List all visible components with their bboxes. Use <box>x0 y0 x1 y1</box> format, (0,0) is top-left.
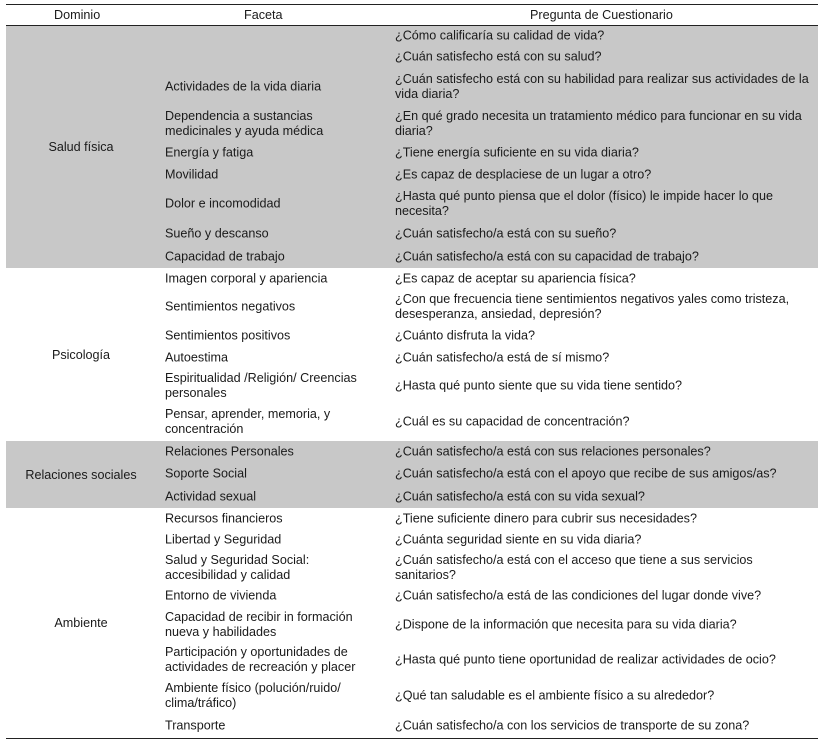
table-row: Dolor e incomodidad ¿Hasta qué punto pien… <box>6 186 818 222</box>
table-body: Salud física ¿Cómo calificaría su calidad… <box>6 26 818 738</box>
question-cell: ¿Con que frecuencia tiene sentimientos n… <box>395 292 790 321</box>
table-row: ¿Cuán satisfecho está con su salud? <box>6 46 818 68</box>
table-row: Movilidad ¿Es capaz de desplaciese de un … <box>6 164 818 186</box>
table-row: Capacidad de trabajo ¿Cuán satisfecho/a e… <box>6 245 818 268</box>
question-cell: ¿Cuán satisfecho está con su habilidad p… <box>395 71 809 101</box>
facet-cell: Participación y oportunidades de activid… <box>165 645 356 674</box>
question-cell: ¿Cuán satisfecho/a está de sí mismo? <box>395 350 610 364</box>
table-row: Sentimientos positivos ¿Cuánto disfruta l… <box>6 325 818 347</box>
table-row: Imagen corporal y apariencia ¿Es capaz de… <box>6 268 818 289</box>
domain-group: Salud física ¿Cómo calificaría su calidad… <box>6 26 818 268</box>
question-cell: ¿Cuán satisfecho está con su salud? <box>395 49 602 64</box>
table-row: Actividad sexual ¿Cuán satisfecho/a está … <box>6 485 818 508</box>
question-cell: ¿Cómo calificaría su calidad de vida? <box>395 28 605 43</box>
facet-cell: Pensar, aprender, memoria, y concentraci… <box>165 407 331 436</box>
facet-cell: Dolor e incomodidad <box>165 196 281 211</box>
table-row: Recursos financieros ¿Tiene suficiente di… <box>6 508 818 529</box>
question-cell: ¿Es capaz de aceptar su apariencia físic… <box>395 271 636 285</box>
question-cell: ¿Cuán satisfecho/a está con el apoyo que… <box>395 466 777 480</box>
question-cell: ¿Cuán satisfecho/a está con su capacidad… <box>395 249 699 263</box>
domain-group: Relaciones sociales Relaciones Personales… <box>6 441 818 508</box>
domain-group: Psicología Imagen corporal y apariencia ¿E… <box>6 268 818 441</box>
facet-cell: Autoestima <box>165 350 228 364</box>
questionnaire-table: Dominio Faceta Pregunta de Cuestionario … <box>6 4 818 739</box>
facet-cell: Entorno de vivienda <box>165 588 277 603</box>
header-domain: Dominio <box>54 8 101 22</box>
table-header: Dominio Faceta Pregunta de Cuestionario <box>6 5 818 26</box>
facet-cell: Imagen corporal y apariencia <box>165 271 328 285</box>
table-row: Capacidad de recibir in formación nueva … <box>6 607 818 642</box>
table-row: Dependencia a sustancias medicinales y a… <box>6 105 818 142</box>
question-cell: ¿Cuán satisfecho/a está con su sueño? <box>395 226 617 240</box>
question-cell: ¿Qué tan saludable es el ambiente físico… <box>395 688 715 703</box>
domain-label: Relaciones sociales <box>25 467 137 482</box>
table-row: Transporte ¿Cuán satisfecho/a con los ser… <box>6 714 818 738</box>
question-cell: ¿Cuánta seguridad siente en su vida diar… <box>395 532 642 546</box>
facet-cell: Libertad y Seguridad <box>165 532 282 546</box>
question-cell: ¿Tiene energía suficiente en su vida dia… <box>395 145 639 160</box>
facet-cell: Capacidad de recibir in formación nueva … <box>165 609 353 639</box>
question-cell: ¿Cuán satisfecho/a está con sus relacion… <box>395 444 711 458</box>
table-row: Sueño y descanso ¿Cuán satisfecho/a está … <box>6 222 818 245</box>
table-row: Actividades de la vida diaria ¿Cuán satis… <box>6 68 818 105</box>
facet-cell: Relaciones Personales <box>165 444 294 458</box>
question-cell: ¿Hasta qué punto tiene oportunidad de re… <box>395 652 776 667</box>
facet-cell: Transporte <box>165 718 226 733</box>
question-cell: ¿Cuán satisfecho/a está con su vida sexu… <box>395 489 645 503</box>
question-cell: ¿Cuál es su capacidad de concentración? <box>395 414 630 429</box>
table-row: Ambiente físico (polución/ruido/ clima/t… <box>6 678 818 714</box>
facet-cell: Recursos financieros <box>165 511 283 525</box>
facet-cell: Ambiente físico (polución/ruido/ clima/t… <box>165 681 341 710</box>
table-row: Relaciones Personales ¿Cuán satisfecho/a … <box>6 441 818 462</box>
facet-cell: Energía y fatiga <box>165 145 254 160</box>
table-row: Entorno de vivienda ¿Cuán satisfecho/a es… <box>6 585 818 607</box>
question-cell: ¿En qué grado necesita un tratamiento mé… <box>395 108 802 138</box>
facet-cell: Sentimientos positivos <box>165 328 291 343</box>
question-cell: ¿Dispone de la información que necesita … <box>395 617 737 631</box>
table-row: ¿Cómo calificaría su calidad de vida? <box>6 26 818 46</box>
table-row: Autoestima ¿Cuán satisfecho/a está de sí … <box>6 347 818 368</box>
table-row: Salud y Seguridad Social: accesibilidad … <box>6 550 818 585</box>
domain-group: Ambiente Recursos financieros ¿Tiene sufic… <box>6 508 818 738</box>
question-cell: ¿Es capaz de desplaciese de un lugar a o… <box>395 167 652 182</box>
facet-cell: Actividades de la vida diaria <box>165 79 322 93</box>
table-row: Espiritualidad /Religión/ Creencias pers… <box>6 368 818 403</box>
table-row: Soporte Social ¿Cuán satisfecho/a está co… <box>6 462 818 485</box>
header-question: Pregunta de Cuestionario <box>530 8 673 22</box>
header-facet: Faceta <box>244 8 283 22</box>
question-cell: ¿Cuán satisfecho/a está de las condicion… <box>395 588 762 603</box>
question-cell: ¿Tiene suficiente dinero para cubrir sus… <box>395 511 697 525</box>
facet-cell: Sueño y descanso <box>165 226 269 240</box>
facet-cell: Actividad sexual <box>165 489 257 503</box>
question-cell: ¿Cuánto disfruta la vida? <box>395 328 536 343</box>
table-row: Energía y fatiga ¿Tiene energía suficient… <box>6 142 818 164</box>
facet-cell: Sentimientos negativos <box>165 299 296 314</box>
question-cell: ¿Hasta qué punto piensa que el dolor (fí… <box>395 189 774 218</box>
question-cell: ¿Cuán satisfecho/a con los servicios de … <box>395 718 750 733</box>
facet-cell: Dependencia a sustancias medicinales y a… <box>165 108 324 138</box>
facet-cell: Soporte Social <box>165 466 247 480</box>
table-row: Pensar, aprender, memoria, y concentraci… <box>6 403 818 441</box>
domain-label: Psicología <box>51 347 111 362</box>
question-cell: ¿Cuán satisfecho/a está con el acceso qu… <box>395 552 753 582</box>
domain-label: Salud física <box>48 140 114 154</box>
domain-label: Ambiente <box>54 616 108 630</box>
facet-cell: Espiritualidad /Religión/ Creencias pers… <box>165 370 357 400</box>
table-row: Participación y oportunidades de activid… <box>6 642 818 678</box>
table-row: Sentimientos negativos ¿Con que frecuenci… <box>6 289 818 325</box>
facet-cell: Salud y Seguridad Social: accesibilidad … <box>165 552 310 582</box>
facet-cell: Capacidad de trabajo <box>165 249 285 263</box>
table-row: Libertad y Seguridad ¿Cuánta seguridad si… <box>6 529 818 550</box>
facet-cell: Movilidad <box>165 167 219 182</box>
question-cell: ¿Hasta qué punto siente que su vida tien… <box>395 378 683 392</box>
